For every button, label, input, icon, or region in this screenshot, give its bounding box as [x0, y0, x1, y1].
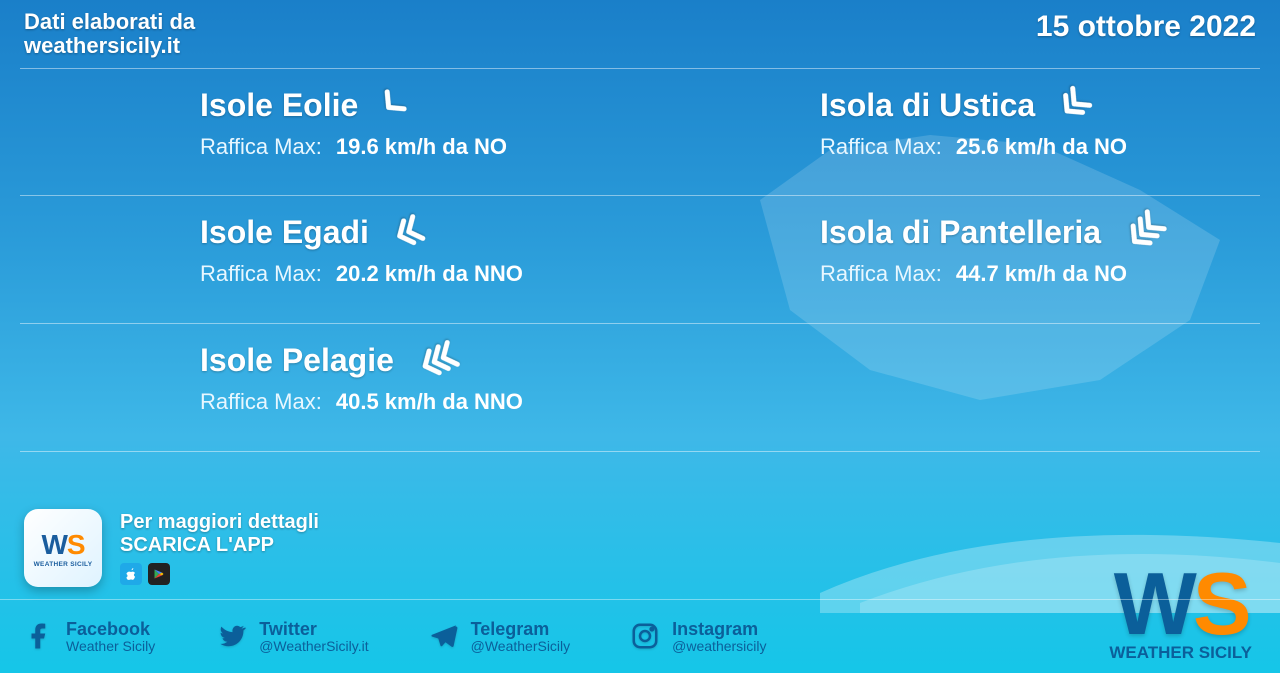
facebook-link[interactable]: Facebook Weather Sicily — [24, 620, 155, 654]
weather-infographic: Dati elaborati da weathersicily.it 15 ot… — [0, 0, 1280, 673]
island-row: Isole Eolie Raffica Max: 19.6 km/h da NO… — [20, 68, 1260, 196]
instagram-link[interactable]: Instagram @weathersicily — [630, 620, 766, 654]
telegram-icon — [429, 621, 459, 651]
twitter-icon — [215, 620, 247, 652]
island-cell: Isola di Ustica Raffica Max: 25.6 km/h d… — [640, 69, 1260, 195]
island-cell: Isola di Pantelleria Raffica Max: 44.7 k… — [640, 196, 1260, 323]
instagram-name: Instagram — [672, 620, 766, 639]
promo-line2: SCARICA L'APP — [120, 534, 319, 557]
telegram-handle: @WeatherSicily — [471, 639, 571, 654]
wind-arrow-icon — [1121, 217, 1165, 249]
gust-label: Raffica Max: — [200, 389, 322, 415]
gust-value: 44.7 km/h da NO — [956, 261, 1127, 287]
gust-value: 20.2 km/h da NNO — [336, 261, 523, 287]
header: Dati elaborati da weathersicily.it 15 ot… — [0, 0, 1280, 62]
data-source: Dati elaborati da weathersicily.it — [24, 10, 195, 58]
appstore-icon[interactable] — [120, 563, 142, 585]
gust-label: Raffica Max: — [820, 261, 942, 287]
islands-grid: Isole Eolie Raffica Max: 19.6 km/h da NO… — [0, 68, 1280, 452]
promo-line1: Per maggiori dettagli — [120, 511, 319, 534]
island-name: Isole Eolie — [200, 87, 358, 124]
twitter-name: Twitter — [259, 620, 368, 639]
island-row: Isole Pelagie Raffica Max: 40.5 km/h da … — [20, 324, 1260, 452]
island-name: Isola di Pantelleria — [820, 214, 1101, 251]
wind-arrow-icon — [1055, 90, 1089, 122]
telegram-name: Telegram — [471, 620, 571, 639]
socials-bar: Facebook Weather Sicily Twitter @Weather… — [0, 599, 1280, 673]
gust-value: 19.6 km/h da NO — [336, 134, 507, 160]
facebook-name: Facebook — [66, 620, 155, 639]
source-site: weathersicily.it — [24, 34, 195, 58]
source-prefix: Dati elaborati da — [24, 10, 195, 34]
gust-label: Raffica Max: — [200, 261, 322, 287]
island-row: Isole Egadi Raffica Max: 20.2 km/h da NN… — [20, 196, 1260, 324]
wind-arrow-icon — [378, 90, 402, 122]
instagram-handle: @weathersicily — [672, 639, 766, 654]
island-name: Isole Pelagie — [200, 342, 394, 379]
telegram-link[interactable]: Telegram @WeatherSicily — [429, 620, 571, 654]
island-cell: Isole Egadi Raffica Max: 20.2 km/h da NN… — [20, 196, 640, 323]
facebook-handle: Weather Sicily — [66, 639, 155, 654]
wind-arrow-icon — [389, 217, 423, 249]
playstore-icon[interactable] — [148, 563, 170, 585]
island-cell: Isole Eolie Raffica Max: 19.6 km/h da NO — [20, 69, 640, 195]
app-badge[interactable]: WS WEATHER SICILY — [24, 509, 102, 587]
facebook-icon — [24, 621, 54, 651]
gust-value: 25.6 km/h da NO — [956, 134, 1127, 160]
wind-arrow-icon — [414, 345, 458, 377]
instagram-icon — [630, 621, 660, 651]
gust-label: Raffica Max: — [820, 134, 942, 160]
date: 15 ottobre 2022 — [1036, 10, 1256, 44]
twitter-link[interactable]: Twitter @WeatherSicily.it — [215, 620, 368, 654]
island-name: Isola di Ustica — [820, 87, 1035, 124]
app-promo: WS WEATHER SICILY Per maggiori dettagli … — [24, 509, 319, 587]
island-cell — [640, 324, 1260, 451]
island-name: Isole Egadi — [200, 214, 369, 251]
gust-value: 40.5 km/h da NNO — [336, 389, 523, 415]
gust-label: Raffica Max: — [200, 134, 322, 160]
twitter-handle: @WeatherSicily.it — [259, 639, 368, 654]
island-cell: Isole Pelagie Raffica Max: 40.5 km/h da … — [20, 324, 640, 451]
